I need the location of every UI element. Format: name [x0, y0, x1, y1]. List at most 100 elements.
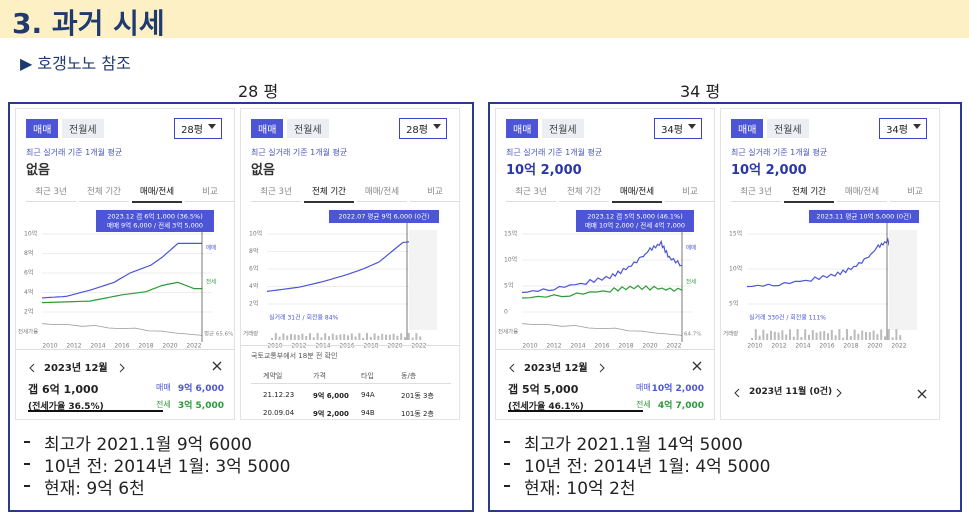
volume-bar: [861, 330, 864, 340]
period-tab[interactable]: 최근 3년: [251, 185, 301, 202]
volume-bar: [819, 331, 822, 340]
trend-lines: [41, 242, 203, 336]
period-tab-active[interactable]: 전체 기간: [304, 185, 354, 203]
future-band: [889, 230, 917, 330]
close-button[interactable]: [212, 356, 222, 371]
sale-line: [521, 239, 683, 294]
table-cell: 9억 2,000: [313, 410, 349, 418]
ratio-line: [41, 323, 203, 336]
ratio-underline: [28, 410, 163, 412]
period-tab-active[interactable]: 전체 기간: [784, 185, 834, 203]
volume-bar: [762, 329, 765, 340]
volume-bar: [800, 337, 803, 340]
y-tick-label: 10억: [249, 230, 262, 238]
volume-bar: [853, 329, 856, 340]
volume-bar: [278, 336, 281, 340]
x-tick-label: 2014: [90, 343, 105, 350]
volume-bar: [381, 333, 384, 340]
volume-bar: [895, 329, 898, 340]
x-tick-label: 2018: [843, 343, 858, 350]
volume-bar: [751, 338, 753, 340]
volume-bar: [392, 333, 395, 340]
volume-bar: [309, 333, 311, 340]
volume-bar: [838, 329, 841, 340]
period-tab[interactable]: 매매/전세: [357, 185, 407, 202]
close-button[interactable]: [692, 356, 702, 371]
dropdown-arrow: [913, 124, 921, 129]
tooltip-text: 2023.12 갭 6억 1,000 (36.5%): [107, 213, 203, 221]
table-header: 타입: [361, 372, 374, 380]
x-tick-label: 2022: [186, 343, 201, 350]
table-header: 가격: [313, 372, 326, 380]
size-dropdown[interactable]: 28평: [174, 118, 222, 139]
divider: [16, 349, 234, 350]
month-arrows: [508, 359, 608, 373]
source-note: 국토교통부에서 18분 전 확인: [251, 352, 338, 360]
x-tick-label: 2010: [522, 343, 537, 350]
volume-bar: [347, 335, 349, 340]
month-arrows: [733, 384, 843, 398]
table-cell: 21.12.23: [263, 391, 295, 399]
period-tab[interactable]: 비교: [890, 185, 939, 202]
x-tick-label: 2016: [339, 343, 354, 350]
tooltip-text: 매매 10억 2,000 / 전세 4억 7,000: [585, 221, 685, 230]
close-button[interactable]: [917, 384, 927, 399]
period-tab[interactable]: 비교: [185, 185, 234, 202]
x-tick-label: 2010: [747, 343, 762, 350]
arrow-icons: [29, 363, 125, 373]
volume-bar: [827, 333, 829, 340]
period-tab-active[interactable]: 매매/전세: [612, 185, 662, 203]
trend-lines: [746, 237, 908, 288]
volume-bar: [297, 334, 300, 340]
y-tick-label: 4억: [24, 288, 33, 296]
volume-bar: [305, 336, 308, 340]
note-line: 최고가 2021.1월 14억 5000: [524, 435, 743, 455]
volume-bar: [887, 329, 890, 340]
period-tab[interactable]: 최근 3년: [26, 185, 76, 202]
future-band: [409, 230, 437, 330]
volume-bar: [899, 335, 902, 340]
sale-line: [266, 240, 427, 292]
close-icon: [212, 361, 222, 371]
table-header: 동/층: [401, 372, 417, 380]
period-tab[interactable]: 비교: [410, 185, 459, 202]
volume-bar: [754, 329, 757, 340]
sale-line: [746, 237, 908, 288]
sale-value: 10억 2,000: [651, 384, 704, 394]
dropdown-arrow: [208, 124, 216, 129]
app-screen: 매매 전월세 28평 최근 실거래 기준 1개월 평균 없음 최근 3년 전체 기간 매매/전…: [15, 108, 235, 420]
table-cell: 101동 2층: [401, 410, 434, 418]
period-tab[interactable]: 최근 3년: [506, 185, 556, 202]
period-tab[interactable]: 최근 3년: [731, 185, 781, 202]
month-nav: 2023년 11월 (0건): [749, 387, 833, 397]
y-tick-label: 6억: [24, 269, 33, 277]
volume-bar: [369, 336, 372, 340]
period-tab-active[interactable]: 매매/전세: [132, 185, 182, 203]
volume-bar: [884, 336, 886, 340]
volume-bar: [781, 330, 784, 340]
volume-axis: 거래량: [243, 330, 258, 338]
volume-bar: [872, 330, 875, 340]
trend-lines: [266, 240, 427, 292]
tooltip-text: 2022.07 평균 9억 6,000 (0건): [338, 212, 429, 221]
jeonse-label: 전세: [636, 400, 651, 409]
app-screen: 매매 전월세 34평 최근 실거래 기준 1개월 평균 10억 2,000 최근 3년 전체…: [495, 108, 715, 420]
period-tab[interactable]: 비교: [665, 185, 714, 202]
period-tab[interactable]: 매매/전세: [837, 185, 887, 202]
period-tab[interactable]: 전체 기간: [559, 185, 609, 202]
volume-bar: [773, 331, 776, 340]
volume-bar: [796, 329, 799, 340]
period-tab[interactable]: 전체 기간: [79, 185, 129, 202]
size-dropdown[interactable]: 28평: [399, 118, 447, 139]
volume-bar: [830, 329, 833, 340]
size-dropdown[interactable]: 34평: [879, 118, 927, 139]
y-tick-label: 5억: [729, 300, 738, 308]
x-tick-label: 2018: [138, 343, 153, 350]
volume-bar: [811, 330, 814, 340]
table-cell: 9억 6,000: [313, 392, 349, 400]
panel-frame: [488, 102, 962, 512]
size-dropdown[interactable]: 34평: [654, 118, 702, 139]
note-dash: [24, 441, 30, 443]
volume-bar: [815, 332, 818, 340]
